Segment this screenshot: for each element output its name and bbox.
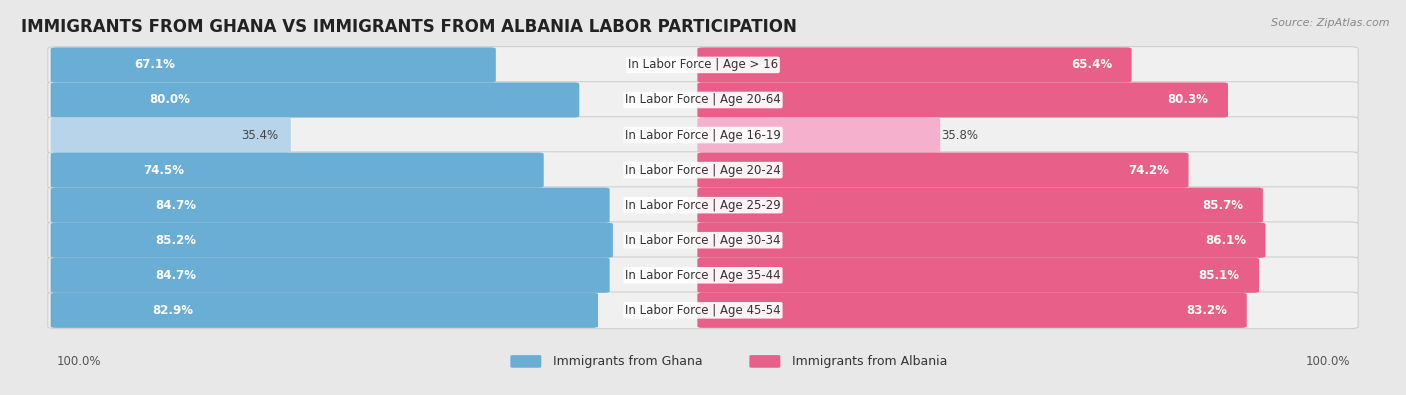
FancyBboxPatch shape: [51, 223, 613, 258]
Text: In Labor Force | Age > 16: In Labor Force | Age > 16: [628, 58, 778, 71]
Text: In Labor Force | Age 30-34: In Labor Force | Age 30-34: [626, 234, 780, 247]
Text: In Labor Force | Age 25-29: In Labor Force | Age 25-29: [626, 199, 780, 212]
Text: In Labor Force | Age 45-54: In Labor Force | Age 45-54: [626, 304, 780, 317]
FancyBboxPatch shape: [51, 47, 496, 83]
Text: 80.3%: 80.3%: [1167, 94, 1208, 107]
Text: In Labor Force | Age 35-44: In Labor Force | Age 35-44: [626, 269, 780, 282]
Text: 84.7%: 84.7%: [155, 269, 195, 282]
FancyBboxPatch shape: [51, 83, 579, 118]
FancyBboxPatch shape: [697, 83, 1227, 118]
Text: 100.0%: 100.0%: [56, 355, 101, 368]
FancyBboxPatch shape: [697, 118, 941, 152]
Text: 65.4%: 65.4%: [1071, 58, 1112, 71]
Text: 85.2%: 85.2%: [156, 234, 197, 247]
FancyBboxPatch shape: [48, 222, 1358, 258]
FancyBboxPatch shape: [51, 293, 598, 328]
FancyBboxPatch shape: [51, 118, 291, 152]
FancyBboxPatch shape: [510, 355, 541, 368]
Text: 74.5%: 74.5%: [143, 164, 184, 177]
Text: Immigrants from Ghana: Immigrants from Ghana: [553, 355, 702, 368]
FancyBboxPatch shape: [697, 188, 1263, 223]
Text: 100.0%: 100.0%: [1305, 355, 1350, 368]
FancyBboxPatch shape: [51, 188, 610, 223]
FancyBboxPatch shape: [51, 258, 610, 293]
Text: 67.1%: 67.1%: [135, 58, 176, 71]
Text: 35.8%: 35.8%: [942, 128, 979, 141]
FancyBboxPatch shape: [48, 82, 1358, 118]
Text: 35.4%: 35.4%: [240, 128, 278, 141]
Text: Source: ZipAtlas.com: Source: ZipAtlas.com: [1271, 18, 1389, 28]
FancyBboxPatch shape: [48, 187, 1358, 224]
Text: Immigrants from Albania: Immigrants from Albania: [792, 355, 948, 368]
FancyBboxPatch shape: [48, 257, 1358, 293]
FancyBboxPatch shape: [697, 223, 1265, 258]
Text: 82.9%: 82.9%: [153, 304, 194, 317]
Text: IMMIGRANTS FROM GHANA VS IMMIGRANTS FROM ALBANIA LABOR PARTICIPATION: IMMIGRANTS FROM GHANA VS IMMIGRANTS FROM…: [21, 18, 797, 36]
FancyBboxPatch shape: [48, 47, 1358, 83]
Text: 80.0%: 80.0%: [149, 94, 190, 107]
Text: 84.7%: 84.7%: [155, 199, 195, 212]
Text: 85.7%: 85.7%: [1202, 199, 1243, 212]
Text: 85.1%: 85.1%: [1198, 269, 1239, 282]
Text: 83.2%: 83.2%: [1187, 304, 1227, 317]
FancyBboxPatch shape: [697, 258, 1258, 293]
FancyBboxPatch shape: [48, 117, 1358, 153]
Text: In Labor Force | Age 20-24: In Labor Force | Age 20-24: [626, 164, 780, 177]
Text: 74.2%: 74.2%: [1128, 164, 1168, 177]
FancyBboxPatch shape: [697, 152, 1188, 188]
Text: In Labor Force | Age 20-64: In Labor Force | Age 20-64: [626, 94, 780, 107]
FancyBboxPatch shape: [51, 152, 544, 188]
Text: In Labor Force | Age 16-19: In Labor Force | Age 16-19: [626, 128, 780, 141]
FancyBboxPatch shape: [749, 355, 780, 368]
Text: 86.1%: 86.1%: [1205, 234, 1246, 247]
FancyBboxPatch shape: [697, 47, 1132, 83]
FancyBboxPatch shape: [697, 293, 1247, 328]
FancyBboxPatch shape: [48, 292, 1358, 329]
FancyBboxPatch shape: [48, 152, 1358, 188]
